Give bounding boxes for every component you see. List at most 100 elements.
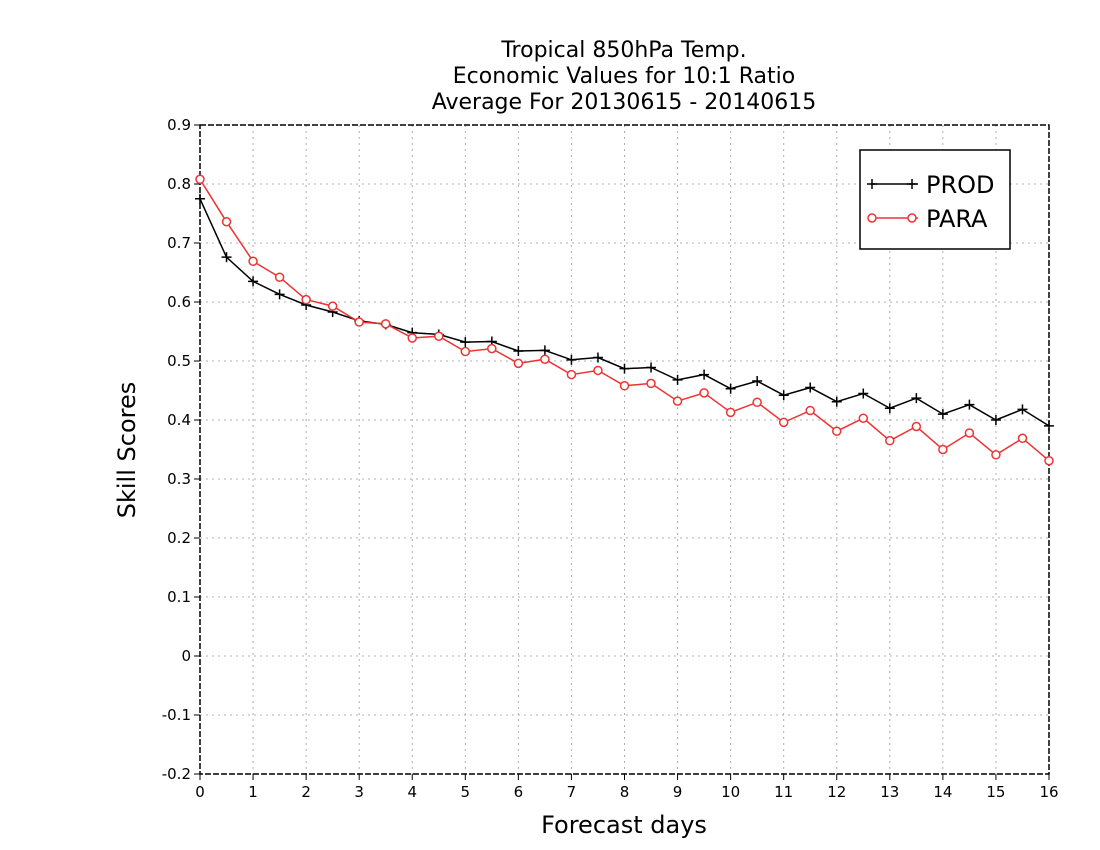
para-point	[1044, 455, 1054, 466]
x-tick-label: 11	[774, 783, 793, 801]
para-point	[221, 217, 232, 227]
x-axis-label: Forecast days	[541, 811, 707, 839]
para-point	[434, 331, 444, 341]
para-point	[907, 213, 917, 223]
x-tick-label: 7	[567, 783, 577, 801]
prod-point	[592, 352, 603, 363]
x-tick-label: 9	[673, 783, 683, 801]
y-tick-label: 0	[181, 647, 191, 665]
para-point	[460, 346, 471, 357]
para-point	[725, 407, 736, 418]
prod-point	[566, 354, 577, 365]
para-point	[646, 378, 656, 389]
x-tick-label: 4	[407, 783, 417, 801]
y-tick-label: 0.3	[167, 470, 191, 488]
y-tick-label: 0.1	[167, 588, 191, 606]
x-tick-label: 1	[248, 783, 258, 801]
prod-point	[699, 369, 710, 380]
para-point	[248, 256, 258, 267]
para-point	[672, 396, 683, 406]
y-tick-label: 0.4	[167, 411, 191, 429]
x-tick-label: 15	[986, 783, 1005, 801]
y-tick-label: 0.6	[167, 293, 191, 311]
para-point	[566, 369, 577, 380]
prod-point	[221, 252, 232, 263]
prod-series	[195, 193, 1054, 431]
prod-point	[725, 383, 736, 394]
prod-point	[539, 345, 550, 356]
para-series	[195, 174, 1054, 466]
para-point	[380, 319, 391, 329]
y-tick-label: 0.9	[167, 116, 191, 134]
prod-point	[990, 415, 1001, 425]
y-axis-label: Skill Scores	[113, 382, 141, 519]
legend: PROD PARA	[859, 149, 1011, 250]
prod-point	[858, 388, 869, 399]
prod-point	[646, 362, 657, 373]
para-point	[778, 417, 789, 428]
para-point	[513, 358, 524, 369]
x-tick-label: 16	[1039, 783, 1058, 801]
para-point	[867, 213, 877, 223]
para-point	[699, 388, 709, 398]
para-point	[593, 365, 603, 376]
legend-prod-label: PROD	[926, 171, 995, 199]
prod-point	[513, 345, 524, 356]
y-tick-label: 0.7	[167, 234, 191, 252]
para-point	[752, 397, 762, 408]
prod-point	[274, 289, 285, 300]
x-tick-label: 14	[933, 783, 952, 801]
prod-point	[1017, 404, 1028, 415]
axis-ticks: 0 1 2 3 4 5 6 7 8 9 10 11 12 13 14 15 16-0.2-0.100.10.20…	[162, 116, 1059, 801]
title-line-3: Average For 20130615 - 20140615	[432, 90, 817, 115]
legend-items: PROD PARA	[867, 171, 995, 233]
prod-point	[911, 393, 922, 404]
legend-box	[859, 149, 1011, 250]
para-point	[301, 294, 311, 305]
prod-point	[907, 179, 917, 189]
para-point	[354, 317, 364, 327]
x-tick-label: 3	[354, 783, 364, 801]
prod-point	[805, 382, 816, 393]
x-tick-label: 12	[827, 783, 846, 801]
para-point	[274, 272, 285, 282]
para-point	[832, 426, 842, 436]
para-point	[540, 354, 550, 364]
para-point	[964, 428, 975, 438]
prod-point	[778, 390, 789, 401]
title-line-1: Tropical 850hPa Temp.	[500, 38, 746, 63]
y-tick-label: 0.8	[167, 175, 191, 193]
para-point	[619, 381, 630, 391]
para-point	[487, 343, 497, 354]
prod-point	[672, 374, 683, 385]
y-tick-label: 0.2	[167, 529, 191, 547]
x-tick-label: 10	[721, 783, 740, 801]
para-point	[805, 405, 815, 416]
para-point	[991, 450, 1001, 460]
prod-point	[964, 399, 975, 410]
x-tick-label: 8	[620, 783, 630, 801]
para-point	[195, 174, 205, 185]
x-tick-label: 2	[301, 783, 311, 801]
prod-point	[248, 276, 259, 287]
legend-para-label: PARA	[926, 205, 988, 233]
prod-point	[460, 337, 471, 348]
para-point	[938, 444, 948, 455]
prod-point	[1044, 420, 1054, 431]
y-tick-label: 0.5	[167, 352, 191, 370]
para-point	[1017, 433, 1028, 444]
para-point	[858, 413, 869, 423]
prod-point	[752, 376, 763, 387]
title-line-2: Economic Values for 10:1 Ratio	[453, 64, 795, 89]
x-tick-label: 6	[514, 783, 524, 801]
series-layer	[195, 174, 1054, 466]
prod-point	[867, 179, 877, 189]
x-tick-label: 0	[195, 783, 205, 801]
prod-point	[619, 363, 630, 374]
para-point	[911, 421, 922, 432]
prod-point	[884, 403, 895, 414]
prod-point	[195, 193, 205, 204]
para-point	[885, 435, 895, 446]
para-point	[407, 333, 417, 343]
